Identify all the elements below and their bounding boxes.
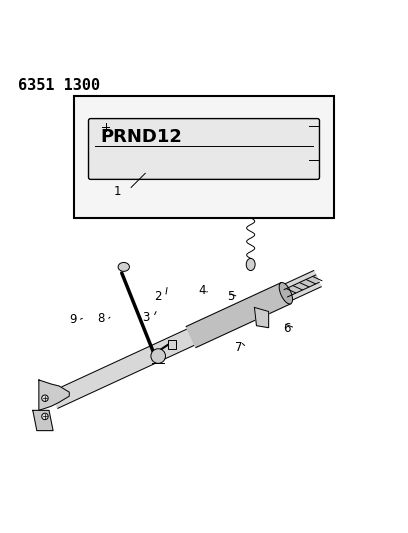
Circle shape bbox=[151, 349, 166, 364]
Polygon shape bbox=[39, 380, 69, 410]
Polygon shape bbox=[33, 410, 53, 431]
Ellipse shape bbox=[279, 282, 293, 304]
Bar bbox=[74, 96, 334, 218]
Text: 8: 8 bbox=[98, 312, 105, 325]
Text: 3: 3 bbox=[142, 311, 149, 324]
Text: 1: 1 bbox=[113, 185, 121, 198]
Circle shape bbox=[42, 413, 48, 419]
Text: 7: 7 bbox=[235, 341, 242, 354]
Text: PRND12: PRND12 bbox=[101, 127, 182, 146]
Bar bbox=[169, 340, 176, 349]
Ellipse shape bbox=[118, 262, 129, 271]
Text: 6: 6 bbox=[284, 321, 291, 335]
Text: 9: 9 bbox=[69, 313, 76, 326]
Text: 4: 4 bbox=[199, 284, 206, 297]
Text: 6351 1300: 6351 1300 bbox=[18, 78, 100, 93]
Text: 5: 5 bbox=[227, 290, 234, 303]
FancyBboxPatch shape bbox=[89, 119, 319, 180]
Polygon shape bbox=[50, 271, 321, 408]
Ellipse shape bbox=[246, 259, 255, 271]
Text: 2: 2 bbox=[154, 290, 162, 303]
Polygon shape bbox=[186, 282, 291, 348]
Polygon shape bbox=[284, 275, 319, 297]
Polygon shape bbox=[255, 308, 268, 328]
Circle shape bbox=[42, 395, 48, 401]
